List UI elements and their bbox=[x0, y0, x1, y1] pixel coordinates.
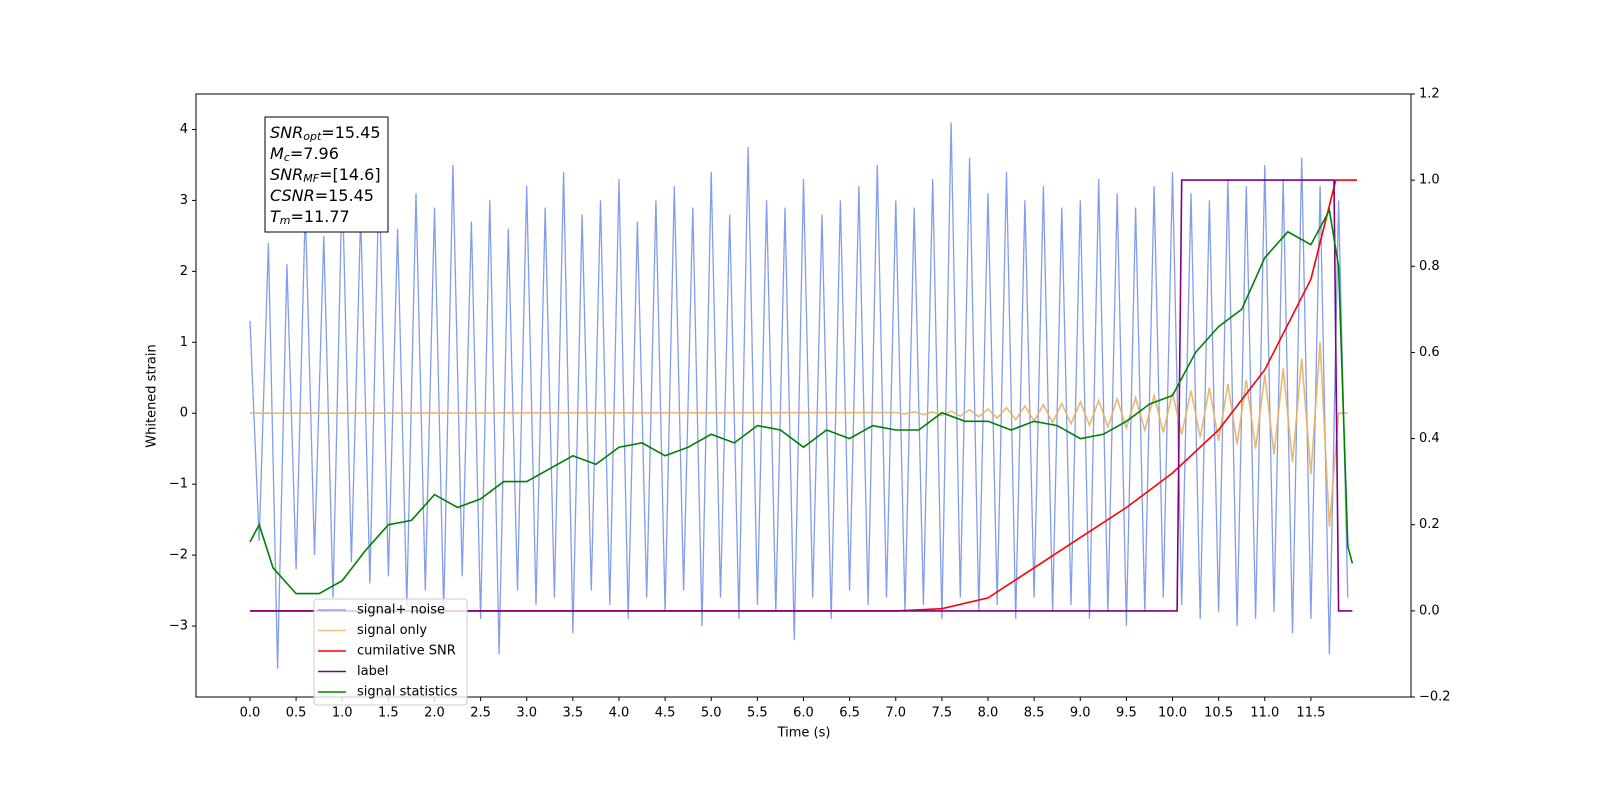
legend-label: cumilative SNR bbox=[357, 644, 456, 659]
series-line bbox=[250, 179, 1353, 612]
x-tick-label: 2.5 bbox=[470, 706, 491, 721]
annotation-text: CSNR=15.45 bbox=[270, 186, 374, 205]
y2-tick-label: −0.2 bbox=[1419, 690, 1451, 705]
y2-tick-label: 0.4 bbox=[1419, 431, 1440, 446]
x-tick-label: 4.0 bbox=[609, 706, 630, 721]
x-tick-label: 3.5 bbox=[563, 706, 584, 721]
series-line bbox=[250, 179, 1357, 612]
series-line bbox=[249, 207, 1354, 595]
legend-label: signal statistics bbox=[357, 685, 458, 700]
legend-box bbox=[313, 598, 468, 706]
x-tick-label: 4.5 bbox=[655, 706, 676, 721]
annotation-text: SNRMF=[14.6] bbox=[270, 165, 381, 186]
y-tick-label: −3 bbox=[169, 619, 188, 634]
y2-tick-label: 1.0 bbox=[1419, 173, 1440, 188]
x-tick-label: 9.0 bbox=[1070, 706, 1091, 721]
y2-tick-label: 0.6 bbox=[1419, 345, 1440, 360]
legend-label: label bbox=[357, 664, 388, 679]
series-line bbox=[249, 342, 1348, 527]
x-tick-label: 7.0 bbox=[885, 706, 906, 721]
series-line bbox=[249, 122, 1349, 669]
annotation-rest: =7.96 bbox=[290, 144, 339, 163]
annotation-rest: =11.77 bbox=[291, 207, 350, 226]
y-tick-label: 4 bbox=[180, 122, 188, 137]
annotation-main: CSNR bbox=[270, 186, 315, 205]
y-tick-label: −1 bbox=[169, 477, 188, 492]
x-tick-label: 0.0 bbox=[240, 706, 261, 721]
annotation-text: SNRopt=15.45 bbox=[270, 123, 381, 144]
x-tick-label: 8.0 bbox=[978, 706, 999, 721]
legend-label: signal only bbox=[357, 623, 427, 638]
y-tick-label: 2 bbox=[180, 264, 188, 279]
annotation-main: T bbox=[270, 207, 281, 226]
y-tick-label: 0 bbox=[180, 406, 188, 421]
x-tick-label: 10.0 bbox=[1158, 706, 1187, 721]
annotation-rest: =15.45 bbox=[315, 186, 374, 205]
annotation-sub: m bbox=[280, 214, 291, 227]
annotation-rest: =15.45 bbox=[321, 123, 380, 142]
x-tick-label: 5.5 bbox=[747, 706, 768, 721]
x-tick-label: 11.5 bbox=[1296, 706, 1325, 721]
annotation: SNRopt=15.45Mc=7.96SNRMF=[14.6]CSNR=15.4… bbox=[264, 116, 389, 233]
x-tick-label: 10.5 bbox=[1204, 706, 1233, 721]
annotation-box bbox=[264, 116, 389, 233]
x-tick-label: 1.0 bbox=[332, 706, 353, 721]
y2-tick-label: 0.8 bbox=[1419, 259, 1440, 274]
x-tick-label: 6.5 bbox=[839, 706, 860, 721]
x-tick-label: 1.5 bbox=[378, 706, 399, 721]
x-tick-label: 8.5 bbox=[1024, 706, 1045, 721]
x-tick-label: 6.0 bbox=[793, 706, 814, 721]
legend-label: signal+ noise bbox=[357, 603, 445, 618]
annotation-main: M bbox=[270, 144, 284, 163]
y2-tick-label: 0.0 bbox=[1419, 603, 1440, 618]
x-tick-label: 0.5 bbox=[286, 706, 307, 721]
x-tick-label: 3.0 bbox=[516, 706, 537, 721]
x-tick-label: 9.5 bbox=[1116, 706, 1137, 721]
y2-tick-label: 1.2 bbox=[1419, 87, 1440, 102]
annotation-sub: c bbox=[284, 151, 290, 164]
annotation-main: SNR bbox=[270, 123, 303, 142]
x-tick-label: 11.0 bbox=[1250, 706, 1279, 721]
x-tick-label: 7.5 bbox=[932, 706, 953, 721]
annotation-sub: opt bbox=[303, 130, 322, 143]
y-tick-label: 1 bbox=[180, 335, 188, 350]
y2-tick-label: 0.2 bbox=[1419, 517, 1440, 532]
x-tick-label: 5.0 bbox=[701, 706, 722, 721]
y-tick-label: −2 bbox=[169, 548, 188, 563]
annotation-rest: =[14.6] bbox=[319, 165, 381, 184]
y-tick-label: 3 bbox=[180, 193, 188, 208]
x-tick-label: 2.0 bbox=[424, 706, 445, 721]
annotation-text: Tm=11.77 bbox=[270, 207, 350, 228]
annotation-text: Mc=7.96 bbox=[270, 144, 339, 165]
annotation-sub: MF bbox=[303, 172, 319, 185]
x-axis-label: Time (s) bbox=[777, 726, 831, 741]
annotation-main: SNR bbox=[270, 165, 303, 184]
y-axis-label: Whitened strain bbox=[145, 344, 160, 447]
